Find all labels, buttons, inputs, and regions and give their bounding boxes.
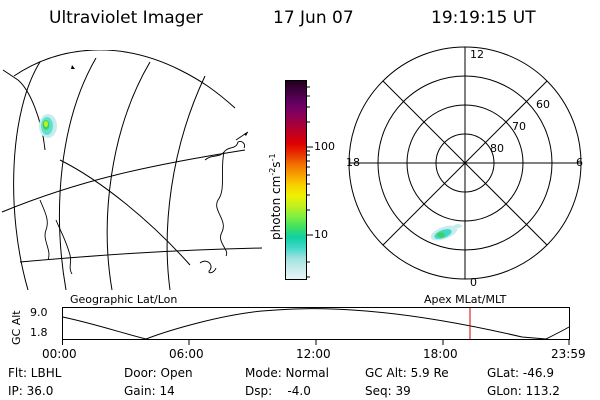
header-time: 19:19:15 UT — [431, 8, 536, 28]
status-gc-alt: GC Alt: 5.9 Re — [365, 366, 449, 380]
status-glon: GLon: 113.2 — [487, 384, 560, 398]
geographic-map — [1, 50, 263, 290]
mlt-label-0: 0 — [470, 276, 477, 289]
status-dsp: Dsp: -4.0 — [245, 384, 311, 398]
lat-label-80: 80 — [490, 142, 504, 155]
timeline-axis-label: GC Alt — [10, 310, 23, 345]
timeline-y-bottom: 1.8 — [30, 326, 48, 339]
geo-coords-label: Geographic Lat/Lon — [70, 293, 178, 306]
map-aurora-blob — [39, 114, 57, 138]
app-title: Ultraviolet Imager — [49, 8, 203, 28]
map-lat-arc — [59, 57, 97, 290]
mlt-label-18: 18 — [346, 156, 360, 169]
timeline-x-label-1800: 18:00 — [423, 347, 458, 361]
map-coastline — [55, 219, 73, 275]
timeline-x-label-0600: 06:00 — [169, 347, 204, 361]
timeline-x-label-0000: 00:00 — [42, 347, 77, 361]
map-lat-arc — [106, 61, 151, 290]
status-seq: Seq: 39 — [365, 384, 411, 398]
colorbar-label: photon cm-2s-1 — [268, 153, 283, 240]
map-lat-arc — [13, 61, 41, 290]
header-date: 17 Jun 07 — [273, 8, 354, 28]
colorbar-tick-10: 10 — [314, 228, 328, 241]
timeline-x-label-2359: 23:59 — [551, 347, 586, 361]
map-coastline — [204, 141, 245, 257]
colorbar — [285, 80, 307, 280]
altitude-timeline — [62, 307, 570, 345]
timeline-frame — [62, 307, 570, 340]
map-lon-line — [19, 247, 263, 263]
colorbar-tick-100: 100 — [314, 140, 335, 153]
map-lon-line — [13, 50, 236, 109]
status-mode: Mode: Normal — [245, 366, 329, 380]
status-glat: GLat: -46.9 — [487, 366, 554, 380]
status-door: Door: Open — [124, 366, 193, 380]
polar-plot — [348, 46, 582, 280]
map-coastline — [39, 199, 50, 261]
status-gain: Gain: 14 — [124, 384, 175, 398]
apex-coords-label: Apex MLat/MLT — [424, 293, 507, 306]
timeline-x-label-1200: 12:00 — [296, 347, 331, 361]
map-coastline — [199, 260, 217, 274]
map-lon-line — [1, 149, 246, 213]
lat-label-60: 60 — [536, 98, 550, 111]
map-lon-line — [59, 159, 191, 266]
altitude-curve — [62, 308, 570, 340]
mlt-label-6: 6 — [576, 156, 583, 169]
lat-label-70: 70 — [512, 120, 526, 133]
polar-aurora-blob — [430, 224, 462, 241]
map-tick-marker — [71, 65, 75, 69]
status-filter: Flt: LBHL — [8, 366, 62, 380]
mlt-label-12: 12 — [470, 48, 484, 61]
polar-axis-diagonal — [382, 80, 548, 246]
map-lat-arc — [2, 69, 46, 151]
timeline-y-top: 9.0 — [30, 306, 48, 319]
map-lat-arc — [166, 75, 206, 290]
map-tick-marker — [244, 132, 248, 136]
status-ip: IP: 36.0 — [8, 384, 54, 398]
colorbar-ticks — [307, 86, 313, 278]
